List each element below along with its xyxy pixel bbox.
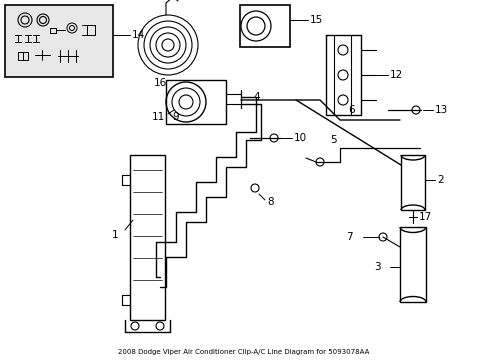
- Text: 6: 6: [347, 105, 354, 115]
- Text: 10: 10: [293, 133, 306, 143]
- Text: 15: 15: [309, 15, 323, 25]
- Text: 11: 11: [151, 112, 164, 122]
- Text: 1: 1: [111, 230, 118, 240]
- Text: 16: 16: [153, 78, 166, 88]
- Text: 5: 5: [329, 135, 336, 145]
- Text: 8: 8: [266, 197, 273, 207]
- Text: 9: 9: [172, 112, 179, 122]
- Text: 14: 14: [132, 30, 145, 40]
- Text: 4: 4: [252, 92, 259, 102]
- Bar: [400, 155, 424, 210]
- Text: 7: 7: [346, 232, 352, 242]
- Bar: [399, 227, 425, 302]
- Text: 2008 Dodge Viper Air Conditioner Clip-A/C Line Diagram for 5093078AA: 2008 Dodge Viper Air Conditioner Clip-A/…: [118, 349, 369, 355]
- Bar: [130, 155, 164, 320]
- Text: 12: 12: [389, 70, 403, 80]
- Text: 17: 17: [418, 212, 431, 222]
- Text: 3: 3: [374, 262, 380, 272]
- Bar: [165, 80, 225, 124]
- Text: 13: 13: [434, 105, 447, 115]
- Text: 2: 2: [436, 175, 443, 185]
- Bar: [240, 5, 289, 47]
- Bar: [5, 5, 113, 77]
